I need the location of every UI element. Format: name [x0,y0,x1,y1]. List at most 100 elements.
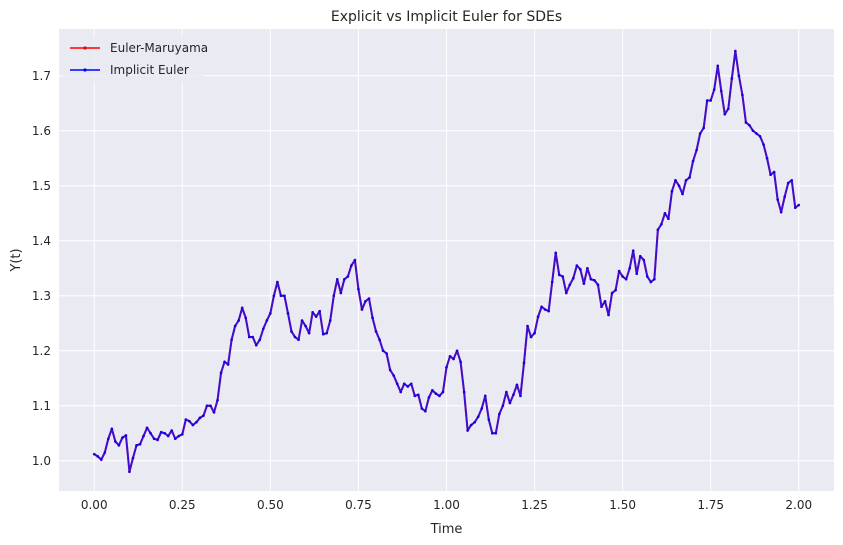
data-point [142,434,145,438]
data-point [712,88,716,91]
x-tick-label: 0.00 [81,498,108,512]
data-point [529,335,533,339]
data-point [244,316,248,320]
grid [59,29,834,491]
data-point [498,412,501,416]
data-point [709,99,713,102]
data-point [350,264,353,267]
data-point [758,134,762,138]
data-point [723,112,727,116]
data-point [92,452,96,456]
data-point [748,123,751,127]
data-point [455,349,459,353]
data-point [131,456,135,460]
data-point [501,404,505,408]
data-point [561,275,565,278]
data-point [202,414,205,417]
data-point [262,327,265,331]
data-point [663,211,667,215]
data-point [371,316,374,320]
data-point [628,266,631,270]
data-point [603,299,607,303]
data-point [677,184,681,188]
data-point [596,283,600,287]
data-point [247,335,251,339]
data-point [219,371,223,375]
data-point [325,331,329,335]
data-point [399,390,403,394]
data-point [258,338,262,342]
data-point [318,309,321,313]
data-point [480,407,484,410]
y-tick-label: 1.3 [32,289,51,303]
data-point [170,429,174,432]
x-tick-label: 1.25 [521,498,548,512]
data-point [378,338,381,342]
data-point [226,363,230,366]
data-point [283,294,286,298]
data-point [698,132,702,135]
legend-label-euler: Euler-Maruyama [110,41,208,55]
data-point [381,349,385,353]
data-point [314,315,318,318]
data-point [191,423,195,427]
legend-marker-implicit [83,68,87,72]
data-point [156,438,159,442]
data-point [582,282,586,285]
data-point [473,420,476,424]
data-point [695,148,698,152]
legend-marker-euler [83,46,87,50]
data-point [691,159,695,163]
series-layer [92,49,801,474]
data-point [254,343,258,347]
data-point [667,217,670,221]
data-point [568,283,572,287]
data-point [152,437,156,441]
data-point [138,442,142,446]
x-tick-label: 0.50 [257,498,284,512]
data-point [223,360,226,364]
data-point [554,251,558,255]
data-point [494,431,498,435]
data-point [335,277,339,281]
data-point [593,279,596,282]
data-point [364,299,367,303]
data-point [402,382,406,386]
data-point [388,368,392,372]
data-point [649,280,653,284]
data-point [790,178,794,182]
data-point [180,433,184,436]
data-point [653,277,656,281]
data-point [124,434,128,437]
data-point [737,74,741,78]
data-point [293,335,297,339]
data-point [487,418,491,421]
data-point [519,394,522,398]
data-point [321,332,325,336]
data-point [392,374,395,377]
data-point [575,264,579,267]
data-point [328,319,332,322]
data-point [688,176,691,179]
y-tick-label: 1.0 [32,454,51,468]
y-tick-label: 1.6 [32,124,51,138]
chart-title: Explicit vs Implicit Euler for SDEs [331,9,562,25]
data-point [656,228,660,232]
data-point [783,195,786,199]
data-point [417,393,420,397]
data-point [564,291,568,295]
data-point [719,89,723,93]
x-tick-label: 0.75 [345,498,372,512]
data-point [476,415,480,419]
data-point [445,365,448,369]
legend-label-implicit: Implicit Euler [110,63,189,77]
data-point [751,129,755,133]
data-point [184,418,188,421]
legend-frame [63,35,203,83]
data-point [645,275,649,278]
data-point [586,266,589,270]
data-point [205,404,209,408]
data-point [793,206,797,210]
data-point [635,272,639,276]
data-point [297,338,300,342]
